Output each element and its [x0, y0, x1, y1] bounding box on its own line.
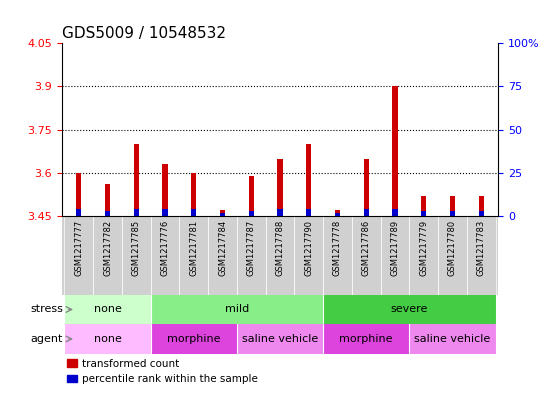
Bar [335, 210, 340, 216]
Text: none: none [94, 334, 122, 344]
Bar [277, 158, 283, 216]
Text: GSM1217776: GSM1217776 [161, 220, 170, 276]
Bar [265, 216, 295, 295]
Bar [76, 173, 81, 216]
Bar [220, 213, 225, 216]
Bar [381, 216, 409, 295]
Text: GSM1217782: GSM1217782 [103, 220, 112, 276]
Legend: transformed count, percentile rank within the sample: transformed count, percentile rank withi… [67, 359, 258, 384]
Bar [249, 211, 254, 216]
Bar [363, 158, 369, 216]
Bar [421, 211, 426, 216]
Text: mild: mild [225, 305, 249, 314]
Bar [421, 196, 426, 216]
Text: morphine: morphine [167, 334, 221, 344]
Bar [105, 211, 110, 216]
Bar [93, 216, 122, 295]
Bar [122, 216, 151, 295]
Text: GSM1217785: GSM1217785 [132, 220, 141, 276]
Bar [467, 216, 496, 295]
Bar [363, 209, 369, 216]
Bar [134, 144, 139, 216]
Text: GSM1217786: GSM1217786 [362, 220, 371, 276]
Bar [450, 211, 455, 216]
Text: GSM1217778: GSM1217778 [333, 220, 342, 276]
Bar [151, 216, 179, 295]
Bar [323, 216, 352, 295]
Bar [249, 176, 254, 216]
Text: GSM1217777: GSM1217777 [74, 220, 83, 276]
Text: GSM1217789: GSM1217789 [390, 220, 399, 276]
Bar [479, 211, 484, 216]
Bar [64, 216, 93, 295]
Bar [105, 184, 110, 216]
Bar [409, 216, 438, 295]
Text: GSM1217780: GSM1217780 [448, 220, 457, 276]
Bar [134, 209, 139, 216]
Bar [179, 216, 208, 295]
Bar [162, 209, 167, 216]
Text: GSM1217787: GSM1217787 [247, 220, 256, 276]
Text: GSM1217784: GSM1217784 [218, 220, 227, 276]
Bar [306, 209, 311, 216]
Bar [76, 209, 81, 216]
Bar [438, 216, 467, 295]
Text: GSM1217781: GSM1217781 [189, 220, 198, 276]
Bar [393, 86, 398, 216]
Text: GSM1217783: GSM1217783 [477, 220, 486, 276]
Text: stress: stress [30, 305, 63, 314]
Bar [191, 173, 197, 216]
Text: saline vehicle: saline vehicle [414, 334, 491, 344]
Bar [191, 209, 197, 216]
Text: GSM1217788: GSM1217788 [276, 220, 284, 276]
Bar [450, 196, 455, 216]
Text: morphine: morphine [339, 334, 393, 344]
Bar [208, 216, 237, 295]
Bar [393, 209, 398, 216]
Text: GSM1217790: GSM1217790 [304, 220, 313, 276]
Bar [277, 209, 283, 216]
Text: saline vehicle: saline vehicle [242, 334, 318, 344]
Text: GDS5009 / 10548532: GDS5009 / 10548532 [62, 26, 226, 40]
Text: severe: severe [391, 305, 428, 314]
Text: agent: agent [31, 334, 63, 344]
Bar [162, 164, 167, 216]
Bar [237, 216, 265, 295]
Bar [295, 216, 323, 295]
Bar [306, 144, 311, 216]
Bar [220, 210, 225, 216]
Text: none: none [94, 305, 122, 314]
Text: GSM1217779: GSM1217779 [419, 220, 428, 276]
Bar [352, 216, 381, 295]
Bar [335, 213, 340, 216]
Bar [479, 196, 484, 216]
